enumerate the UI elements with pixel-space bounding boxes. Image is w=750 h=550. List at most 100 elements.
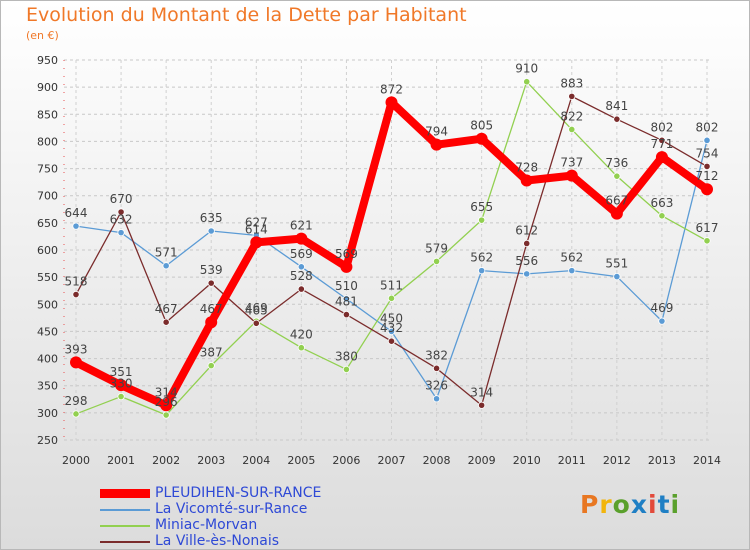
data-point [478,401,486,409]
data-point [523,239,531,248]
data-point [250,236,263,249]
data-point [478,216,486,224]
y-tick-label: 800 [37,135,58,148]
logo-letter: P [580,490,600,519]
y-tick-label: 300 [37,407,58,420]
data-point [162,262,170,270]
y-tick-label: 700 [37,190,58,203]
legend-label: Miniac-Morvan [155,517,258,533]
data-label: 539 [200,263,223,277]
data-point [342,310,351,319]
data-label: 632 [110,213,133,227]
data-label: 511 [380,278,403,292]
data-label: 450 [380,311,403,325]
data-point [703,162,711,170]
data-label: 330 [110,377,133,391]
data-label: 469 [650,301,673,315]
x-tick-label: 2014 [693,454,721,467]
data-point [613,172,621,180]
data-point [658,136,666,144]
data-label: 469 [245,301,268,315]
y-tick-label: 400 [37,353,58,366]
data-label: 655 [470,200,493,214]
data-label: 579 [425,241,448,255]
data-label: 481 [335,295,358,309]
data-label: 351 [110,365,133,379]
data-point [432,395,441,403]
data-label: 872 [380,82,403,96]
legend-swatch [100,509,150,511]
data-point [658,317,666,325]
data-label: 326 [425,379,448,393]
data-point [387,337,396,345]
data-label: 802 [650,120,673,134]
data-label: 883 [560,76,583,90]
x-tick-label: 2007 [378,454,406,467]
y-tick-label: 650 [37,217,58,230]
data-point [160,399,173,412]
data-point [207,362,215,370]
logo-letter: i [670,490,681,519]
data-point [703,237,711,245]
data-point [117,392,125,401]
data-point [297,285,305,293]
x-tick-label: 2004 [242,454,270,467]
data-point [162,318,170,326]
data-label: 562 [470,251,493,265]
data-point [342,295,351,303]
legend-label: La Vicomté-sur-Rance [155,501,308,517]
data-point [613,115,621,123]
y-tick-label: 450 [37,325,58,338]
data-point [205,316,218,329]
data-point [613,272,621,281]
data-point [297,263,305,271]
data-label: 314 [155,385,178,399]
data-label: 420 [290,328,313,342]
data-point [703,136,711,144]
legend-swatch [100,541,150,543]
x-tick-label: 2008 [423,454,451,467]
x-tick-label: 2002 [152,454,180,467]
data-label: 382 [425,348,448,362]
proxiti-logo: Proxiti [580,490,680,519]
data-point [610,207,623,220]
x-tick-label: 2010 [513,454,541,467]
data-point [568,92,576,100]
y-tick-label: 500 [37,298,58,311]
logo-letter: o [612,490,631,519]
data-label: 771 [650,137,673,151]
data-point [297,344,305,352]
data-point [70,356,82,369]
data-point [478,267,486,275]
legend-label: PLEUDIHEN-SUR-RANCE [155,485,322,501]
x-tick-label: 2000 [62,454,90,467]
data-label: 467 [200,302,223,316]
data-point [568,125,576,134]
y-tick-label: 350 [37,380,58,393]
data-label: 562 [560,251,583,265]
data-label: 314 [470,385,493,399]
data-label: 432 [380,321,403,335]
data-label: 670 [110,192,133,206]
data-label: 663 [650,196,673,210]
data-point [117,208,125,216]
y-tick-label: 550 [37,271,58,284]
data-point [72,222,80,230]
x-tick-label: 2001 [107,454,135,467]
y-tick-label: 950 [37,54,58,67]
data-label: 387 [200,346,223,360]
x-tick-label: 2003 [197,454,225,467]
data-point [430,138,443,151]
data-label: 528 [290,269,313,283]
data-label: 822 [560,109,583,123]
data-label: 617 [696,221,719,235]
data-point [565,169,578,182]
data-label: 612 [515,223,538,237]
data-point [432,364,441,372]
data-point [658,212,666,220]
data-point [207,279,215,287]
data-point [72,290,80,299]
data-label: 737 [560,156,583,170]
data-label: 569 [290,247,313,261]
